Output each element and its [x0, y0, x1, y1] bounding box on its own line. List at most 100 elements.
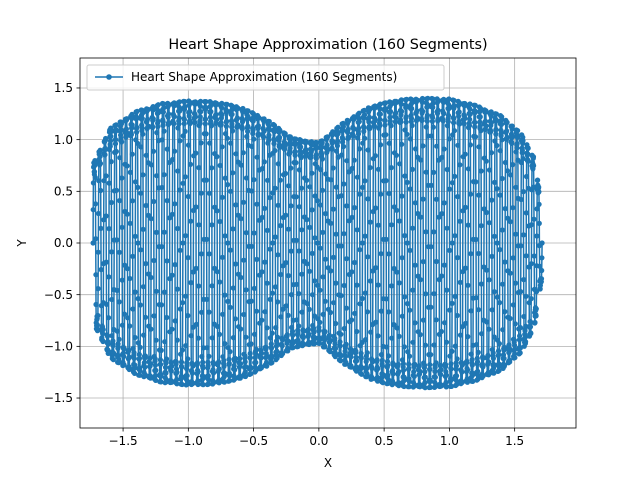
data-point	[412, 320, 418, 326]
data-point	[420, 196, 426, 202]
data-point	[332, 345, 339, 352]
data-point	[506, 342, 512, 348]
data-point	[243, 230, 249, 236]
data-point	[134, 124, 140, 130]
data-point	[130, 345, 136, 352]
data-point	[135, 240, 141, 246]
data-point	[479, 331, 485, 337]
data-point	[328, 268, 334, 274]
data-point	[248, 298, 254, 304]
data-point	[294, 317, 300, 323]
data-point	[260, 134, 267, 140]
data-point	[530, 154, 537, 160]
data-point	[536, 189, 542, 195]
data-point	[386, 309, 392, 315]
data-point	[195, 369, 201, 375]
data-point	[416, 363, 422, 369]
data-point	[478, 281, 484, 287]
data-point	[518, 243, 524, 249]
data-point	[385, 353, 392, 359]
data-point	[167, 215, 173, 221]
data-point	[221, 379, 227, 385]
data-point	[341, 282, 347, 289]
data-point	[211, 379, 217, 385]
data-point	[137, 372, 143, 378]
data-point	[259, 269, 265, 275]
data-point	[361, 124, 367, 131]
data-point	[172, 318, 178, 324]
data-point	[472, 102, 478, 108]
data-point	[131, 355, 137, 361]
data-point	[321, 337, 328, 343]
data-point	[465, 166, 471, 172]
data-point	[333, 280, 339, 286]
data-point	[153, 288, 159, 294]
data-point	[354, 358, 360, 364]
data-point	[296, 291, 302, 297]
data-point	[513, 184, 519, 190]
data-point	[473, 295, 479, 301]
data-point	[248, 365, 254, 371]
data-point	[492, 179, 498, 185]
data-point	[164, 314, 170, 321]
data-point	[387, 114, 393, 120]
data-point	[160, 109, 166, 115]
data-point	[182, 174, 188, 180]
data-point	[467, 111, 473, 117]
data-point	[534, 206, 540, 212]
data-point	[229, 106, 235, 112]
data-point	[282, 131, 288, 137]
x-tick-label: 1.5	[505, 434, 524, 448]
data-point	[500, 281, 506, 287]
data-point	[192, 99, 198, 105]
data-point	[453, 363, 459, 369]
data-point	[459, 379, 465, 385]
data-point	[431, 291, 437, 297]
data-point	[275, 252, 281, 258]
data-point	[286, 183, 292, 189]
legend-marker-swatch	[106, 74, 112, 80]
data-point	[233, 202, 239, 208]
data-point	[330, 254, 337, 260]
data-point	[319, 140, 325, 146]
data-point	[177, 138, 183, 144]
data-point	[396, 333, 402, 339]
data-point	[383, 132, 389, 138]
data-point	[438, 371, 444, 378]
data-point	[256, 115, 262, 121]
data-point	[433, 360, 439, 366]
data-point	[232, 375, 238, 381]
data-point	[219, 112, 225, 118]
data-point	[323, 171, 329, 177]
data-point	[443, 379, 449, 386]
data-point	[384, 344, 390, 350]
data-point	[494, 294, 500, 300]
data-point	[168, 368, 174, 374]
data-point	[177, 247, 183, 253]
data-point	[512, 346, 518, 352]
data-point	[248, 371, 254, 377]
data-point	[476, 144, 482, 150]
data-point	[475, 368, 481, 374]
data-point	[475, 372, 481, 378]
data-point	[449, 240, 455, 246]
data-point	[180, 300, 186, 306]
data-point	[264, 325, 270, 331]
data-point	[264, 280, 270, 286]
data-point	[455, 142, 461, 148]
data-point	[148, 162, 154, 168]
data-point	[161, 172, 167, 178]
data-point	[351, 205, 357, 211]
data-point	[206, 251, 212, 257]
data-point	[501, 355, 507, 361]
data-point	[290, 345, 296, 351]
data-point	[137, 344, 143, 350]
data-point	[343, 305, 349, 311]
data-point	[163, 377, 169, 383]
data-point	[136, 351, 142, 358]
data-point	[457, 121, 463, 127]
data-point	[274, 334, 281, 340]
data-point	[244, 133, 250, 140]
data-point	[296, 248, 302, 254]
data-point	[196, 222, 202, 228]
